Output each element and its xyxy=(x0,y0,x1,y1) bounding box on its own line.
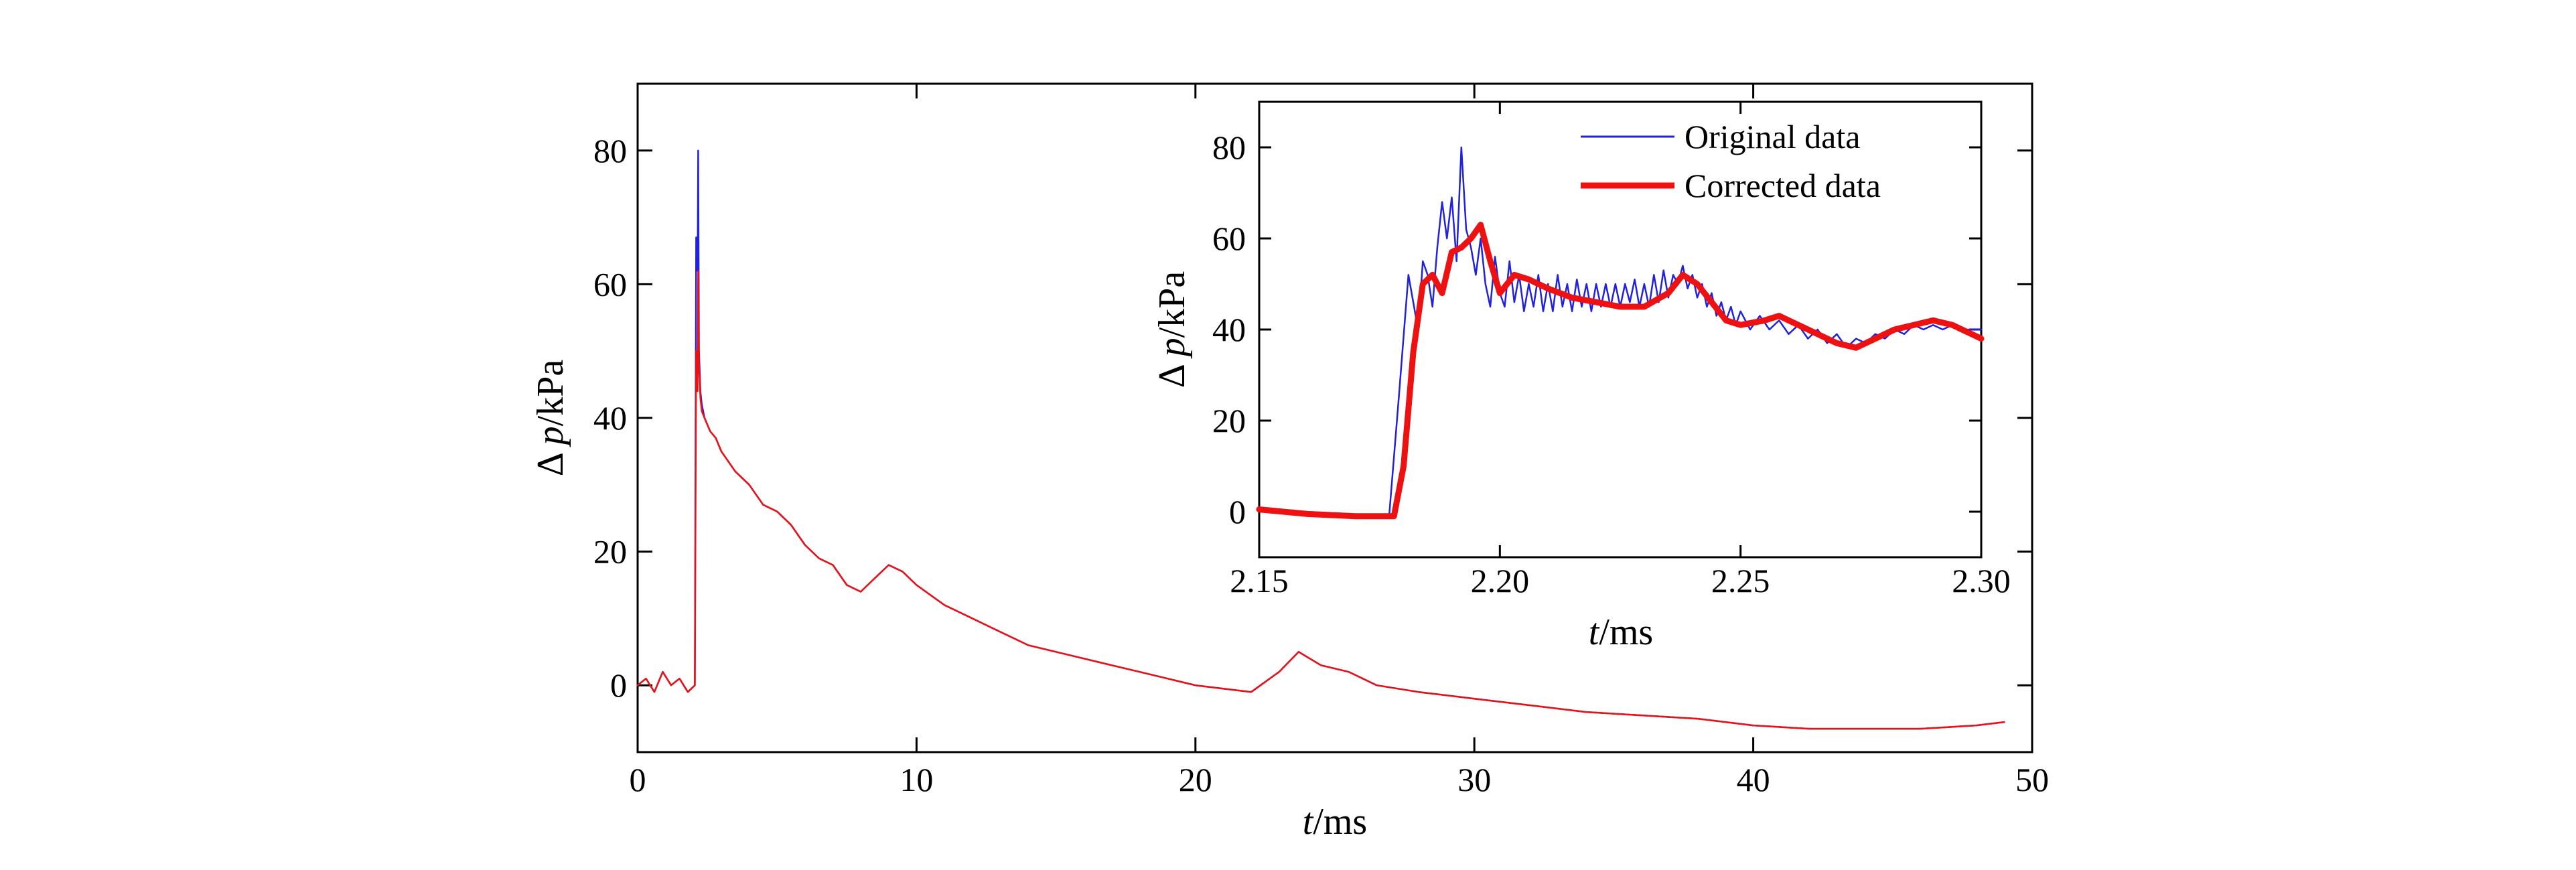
inset-y-tick-label: 60 xyxy=(1212,220,1246,257)
main-x-tick-label: 0 xyxy=(630,761,646,798)
main-plot: 0 10 20 30 40 50 0 20 40 60 80 t/ms Δ p/kPa xyxy=(530,82,2049,843)
main-series-1-line xyxy=(636,270,2005,730)
inset-y-axis-label: Δ p/kPa xyxy=(1151,271,1193,388)
inset-x-tick-label: 2.30 xyxy=(1952,562,2011,599)
main-x-tick-label: 10 xyxy=(900,761,933,798)
main-y-tick-label: 0 xyxy=(610,666,627,704)
inset-legend: Original data Corrected data xyxy=(1581,118,1881,204)
main-x-ticks: 0 10 20 30 40 50 xyxy=(630,84,2049,798)
main-series xyxy=(636,149,2005,730)
inset-x-tick-label: 2.25 xyxy=(1711,562,1770,599)
inset-y-tick-label: 40 xyxy=(1212,311,1246,348)
main-y-axis-label: Δ p/kPa xyxy=(530,360,571,477)
inset-y-ticks: 0 20 40 60 80 xyxy=(1212,129,1981,530)
legend-label-original: Original data xyxy=(1685,118,1860,155)
inset-plot-background xyxy=(1259,102,1981,557)
main-y-tick-label: 80 xyxy=(593,132,627,169)
inset-y-tick-label: 80 xyxy=(1212,129,1246,166)
legend-label-corrected: Corrected data xyxy=(1685,167,1881,204)
inset-x-ticks: 2.15 2.20 2.25 2.30 xyxy=(1230,102,2011,599)
main-y-tick-label: 60 xyxy=(593,265,627,303)
inset-x-tick-label: 2.15 xyxy=(1230,562,1289,599)
main-y-tick-label: 40 xyxy=(593,399,627,437)
inset-x-axis-label: t/ms xyxy=(1589,611,1653,653)
main-y-ticks: 0 20 40 60 80 xyxy=(593,132,2032,704)
main-x-tick-label: 40 xyxy=(1737,761,1770,798)
main-x-tick-label: 50 xyxy=(2015,761,2049,798)
inset-y-tick-label: 20 xyxy=(1212,402,1246,439)
inset-series xyxy=(1256,146,1985,520)
main-y-tick-label: 20 xyxy=(593,533,627,571)
inset-y-tick-label: 0 xyxy=(1229,493,1246,530)
main-x-axis-label: t/ms xyxy=(1303,801,1367,843)
main-x-tick-label: 30 xyxy=(1457,761,1491,798)
inset-x-tick-label: 2.20 xyxy=(1471,562,1530,599)
main-x-tick-label: 20 xyxy=(1179,761,1212,798)
inset-series-1-line xyxy=(1256,222,1985,520)
